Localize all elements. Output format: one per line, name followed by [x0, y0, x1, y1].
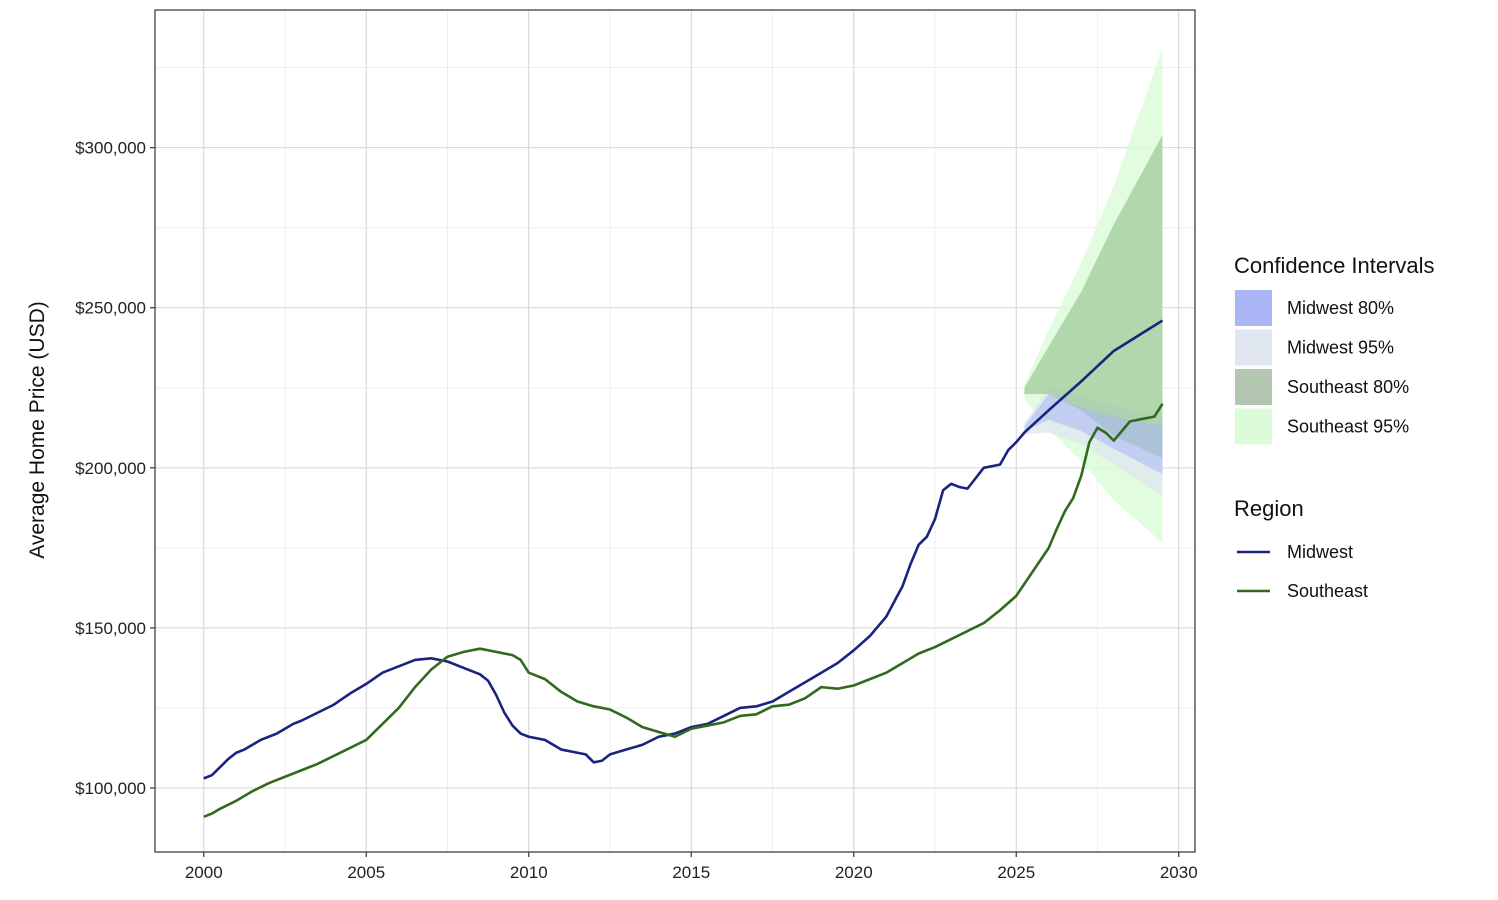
legend-ci-swatch — [1235, 290, 1272, 326]
x-tick-label: 2010 — [510, 863, 548, 882]
x-tick-label: 2020 — [835, 863, 873, 882]
legend-title-confidence: Confidence Intervals — [1234, 253, 1435, 278]
legend-ci-label: Midwest 95% — [1287, 338, 1394, 358]
legend-title-region: Region — [1234, 496, 1304, 521]
midwest-line — [203, 319, 1164, 780]
southeast-line — [203, 403, 1164, 818]
legend-region-label: Midwest — [1287, 542, 1353, 562]
legend-ci-label: Southeast 95% — [1287, 417, 1409, 437]
y-tick-label: $100,000 — [75, 779, 146, 798]
y-tick-label: $150,000 — [75, 619, 146, 638]
legend-ci-items: Midwest 80% Midwest 95% Southeast 80% South… — [1235, 290, 1409, 445]
legend-ci-swatch — [1235, 329, 1272, 366]
x-tick-label: 2000 — [185, 863, 223, 882]
x-tick-label: 2005 — [347, 863, 385, 882]
y-tick-label: $300,000 — [75, 139, 146, 158]
legend-ci-swatch — [1235, 408, 1272, 445]
y-axis: $100,000 $150,000 $200,000 $250,000 $300,000 — [75, 139, 155, 798]
x-axis: 2000 2005 2010 2015 2020 2025 2030 — [185, 852, 1198, 882]
x-tick-label: 2025 — [997, 863, 1035, 882]
legend-region-items: Midwest Southeast — [1237, 542, 1368, 601]
y-tick-label: $200,000 — [75, 459, 146, 478]
legend: Confidence Intervals Midwest 80%Midwest … — [1234, 253, 1435, 601]
legend-region-label: Southeast — [1287, 581, 1368, 601]
legend-ci-swatch — [1235, 369, 1272, 405]
confidence-bands — [1024, 48, 1163, 544]
legend-ci-label: Southeast 80% — [1287, 377, 1409, 397]
grid — [155, 10, 1195, 852]
y-axis-title: Average Home Price (USD) — [26, 301, 49, 559]
x-tick-label: 2030 — [1160, 863, 1198, 882]
x-tick-label: 2015 — [672, 863, 710, 882]
legend-ci-label: Midwest 80% — [1287, 298, 1394, 318]
southeast-80-band — [1024, 134, 1163, 459]
y-tick-label: $250,000 — [75, 299, 146, 318]
series-lines — [203, 319, 1164, 818]
panel-border — [154, 9, 1196, 853]
